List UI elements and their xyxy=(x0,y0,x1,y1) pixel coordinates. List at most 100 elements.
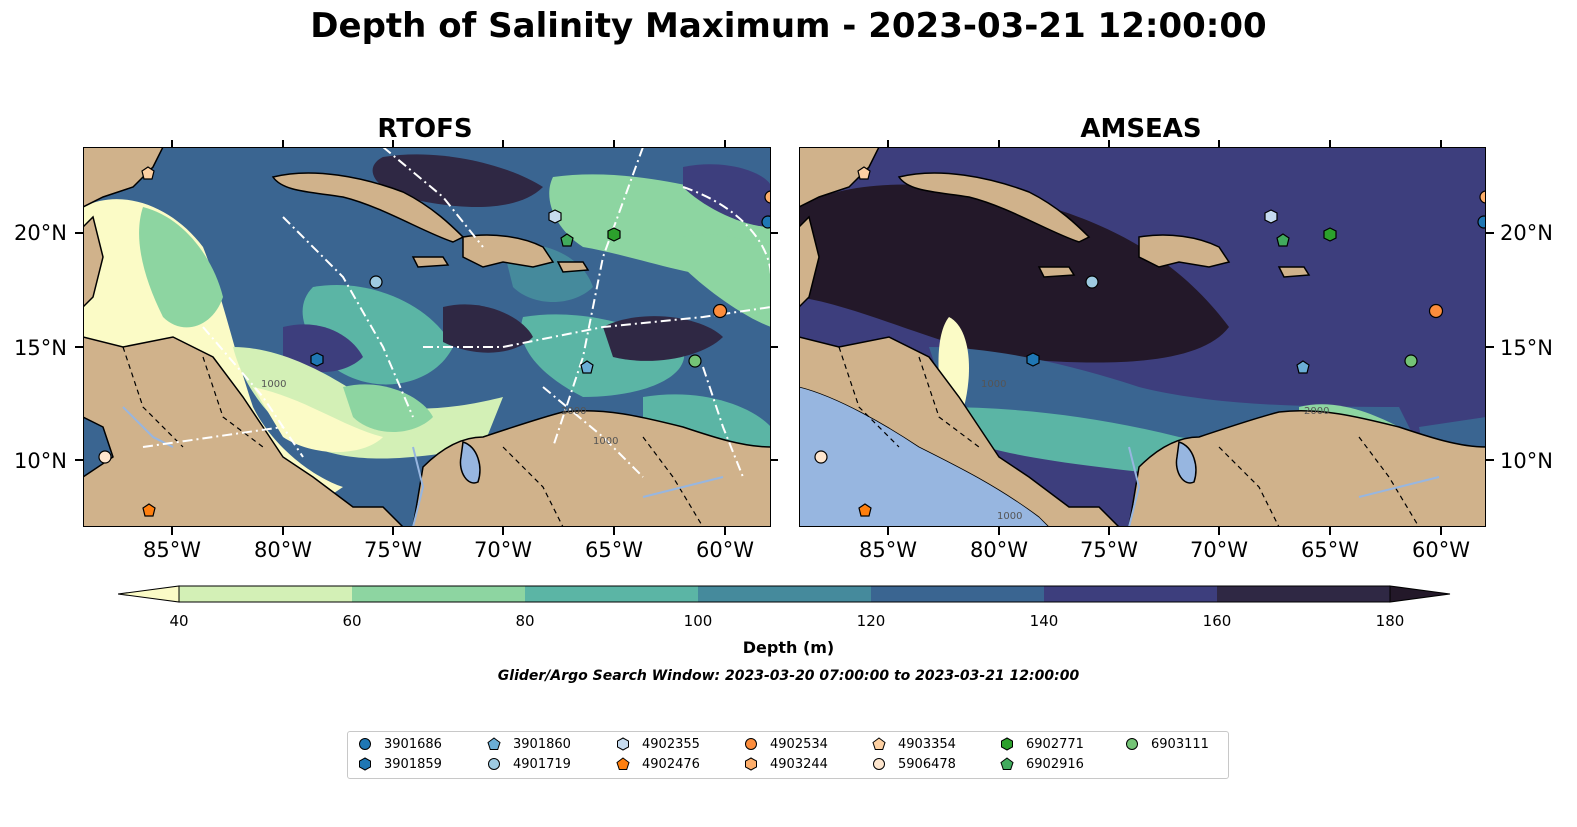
legend-label: 4902534 xyxy=(770,736,828,752)
colorbar-bin xyxy=(698,586,871,602)
lat-label-left: 20°N xyxy=(14,221,67,245)
amseas-rivers xyxy=(1128,446,1440,527)
rtofs-contour-labels: 1000 2000 1000 xyxy=(261,379,618,447)
contour-label: 1000 xyxy=(997,511,1022,522)
legend-item: 3901860 xyxy=(487,735,571,753)
legend-label: 6902771 xyxy=(1026,736,1084,752)
legend-label: 4902476 xyxy=(642,756,700,772)
lat-label-right: 15°N xyxy=(1500,336,1553,360)
legend-label: 4903244 xyxy=(770,756,828,772)
lon-label: 65°W xyxy=(585,538,643,562)
rtofs-map: 1000 2000 1000 xyxy=(83,147,771,527)
colorbar-min-extend xyxy=(118,585,180,603)
search-window-note: Glider/Argo Search Window: 2023-03-20 07… xyxy=(497,668,1080,684)
colorbar-bin xyxy=(525,586,698,602)
legend-item: 4903244 xyxy=(744,755,828,773)
float-legend: 3901686 3901859 3901860 4901719 4902355 … xyxy=(347,731,1229,779)
circle-marker-icon xyxy=(873,758,885,770)
amseas-pacific xyxy=(799,386,1050,527)
amseas-markers xyxy=(814,166,1486,517)
rtofs-lake xyxy=(459,441,481,484)
lat-label-left: 10°N xyxy=(14,449,67,473)
rtofs-markers xyxy=(98,166,771,517)
pentagon-marker-icon xyxy=(487,737,501,750)
legend-label: 6903111 xyxy=(1151,736,1209,752)
legend-label: 3901686 xyxy=(384,736,442,752)
colorbar-tick: 120 xyxy=(856,612,886,630)
pentagon-marker-icon xyxy=(1000,757,1014,770)
amseas-map: 1000 2000 1000 xyxy=(799,147,1486,527)
legend-label: 3901860 xyxy=(513,736,571,752)
lon-label: 75°W xyxy=(1080,538,1138,562)
rtofs-land xyxy=(83,147,771,527)
lat-label-left: 15°N xyxy=(14,336,67,360)
lon-label: 70°W xyxy=(1190,538,1248,562)
legend-label: 6902916 xyxy=(1026,756,1084,772)
circle-marker-icon xyxy=(745,738,757,750)
panel-title-rtofs: RTOFS xyxy=(377,114,473,144)
contour-label: 1000 xyxy=(261,379,286,390)
contour-label: 1000 xyxy=(981,379,1006,390)
legend-item: 3901859 xyxy=(358,755,442,773)
amseas-borders xyxy=(838,346,1420,527)
colorbar-tick: 80 xyxy=(515,612,535,630)
lon-label: 85°W xyxy=(143,538,201,562)
lat-label-right: 20°N xyxy=(1500,221,1553,245)
circle-marker-icon xyxy=(488,758,500,770)
legend-label: 3901859 xyxy=(384,756,442,772)
colorbar-tick: 140 xyxy=(1029,612,1059,630)
contour-label: 2000 xyxy=(1304,406,1329,417)
amseas-frame xyxy=(799,147,1486,527)
colorbar-bin xyxy=(1217,586,1390,602)
legend-label: 4902355 xyxy=(642,736,700,752)
legend-label: 5906478 xyxy=(898,756,956,772)
rtofs-borders xyxy=(122,346,704,527)
colorbar-tick: 60 xyxy=(342,612,362,630)
lon-label: 80°W xyxy=(254,538,312,562)
lon-label: 75°W xyxy=(364,538,422,562)
hexagon-marker-icon xyxy=(359,757,371,771)
legend-item: 4903354 xyxy=(872,735,956,753)
colorbar-tick: 180 xyxy=(1375,612,1405,630)
legend-item: 5906478 xyxy=(872,755,956,773)
rtofs-frame xyxy=(83,147,771,527)
legend-item: 6902771 xyxy=(1000,735,1084,753)
colorbar-tick: 100 xyxy=(683,612,713,630)
circle-marker-icon xyxy=(1126,738,1138,750)
legend-item: 4901719 xyxy=(487,755,571,773)
lon-label: 60°W xyxy=(696,538,754,562)
colorbar-bin xyxy=(871,586,1044,602)
circle-marker-icon xyxy=(359,738,371,750)
pentagon-marker-icon xyxy=(872,737,886,750)
legend-item: 4902355 xyxy=(616,735,700,753)
colorbar-max-extend xyxy=(1389,585,1451,603)
axis-ticks xyxy=(75,140,1494,535)
hexagon-marker-icon xyxy=(745,757,757,771)
hexagon-marker-icon xyxy=(1001,737,1013,751)
contour-label: 1000 xyxy=(593,436,618,447)
colorbar-bin xyxy=(352,586,525,602)
legend-item: 6903111 xyxy=(1125,735,1209,753)
legend-item: 3901686 xyxy=(358,735,442,753)
legend-label: 4903354 xyxy=(898,736,956,752)
colorbar xyxy=(118,585,1451,603)
legend-label: 4901719 xyxy=(513,756,571,772)
lon-label: 65°W xyxy=(1301,538,1359,562)
lon-label: 85°W xyxy=(859,538,917,562)
amseas-contour-labels: 1000 2000 1000 xyxy=(981,379,1329,522)
contour-label: 2000 xyxy=(561,406,586,417)
figure-title: Depth of Salinity Maximum - 2023-03-21 1… xyxy=(310,6,1267,46)
colorbar-tick: 160 xyxy=(1202,612,1232,630)
pentagon-marker-icon xyxy=(616,757,630,770)
lon-label: 70°W xyxy=(474,538,532,562)
colorbar-label: Depth (m) xyxy=(742,638,835,657)
legend-item: 4902476 xyxy=(616,755,700,773)
panel-title-amseas: AMSEAS xyxy=(1080,114,1202,144)
lon-label: 80°W xyxy=(970,538,1028,562)
colorbar-bin xyxy=(179,586,352,602)
legend-item: 4902534 xyxy=(744,735,828,753)
amseas-lake xyxy=(1175,441,1197,484)
legend-item: 6902916 xyxy=(1000,755,1084,773)
colorbar-tick: 40 xyxy=(169,612,189,630)
lon-label: 60°W xyxy=(1412,538,1470,562)
